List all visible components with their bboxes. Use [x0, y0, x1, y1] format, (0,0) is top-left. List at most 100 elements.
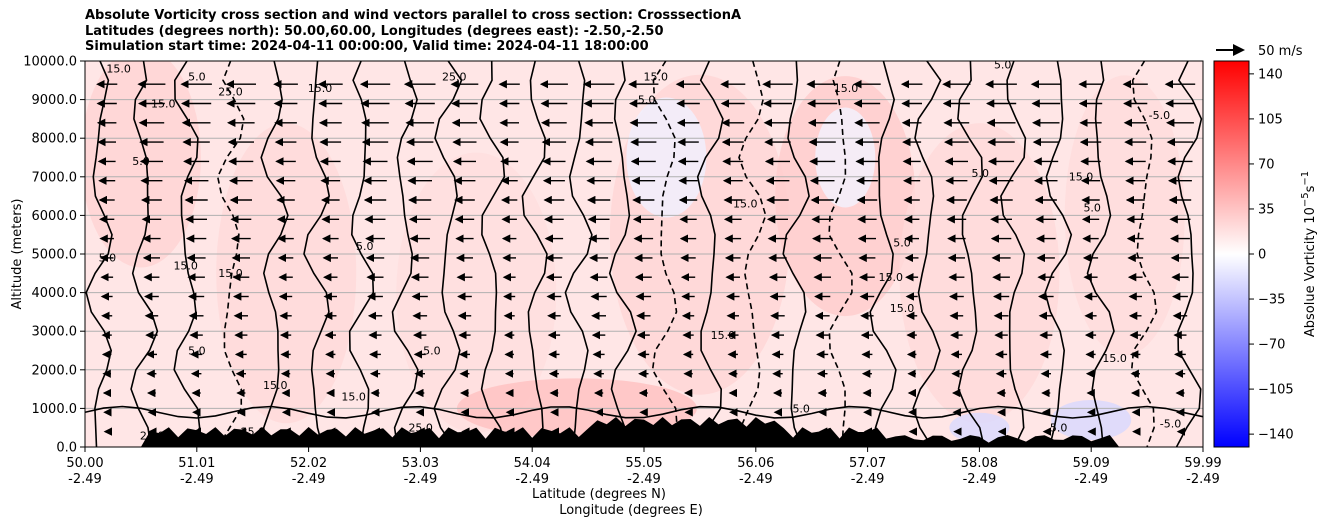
contour-label: 15.0	[308, 82, 333, 95]
y-tick-label: 9000.0	[32, 93, 78, 108]
contour-label: 25.0	[241, 425, 266, 438]
x-tick-label-lon: -2.49	[515, 472, 549, 487]
colorbar-tick-label: 35	[1258, 202, 1275, 217]
y-tick-label: 1000.0	[32, 402, 78, 417]
contour-line	[479, 61, 506, 447]
x-tick-label-lat: 52.02	[290, 456, 327, 471]
colorbar	[1213, 60, 1250, 448]
contour-label: 5.0	[356, 240, 374, 253]
y-axis-label: Altitude (meters)	[10, 199, 25, 310]
contour-label: -5.0	[1149, 109, 1170, 122]
x-tick-label-lat: 51.01	[178, 456, 215, 471]
contour-label: 5.0	[1050, 422, 1068, 435]
contour-label: 25.0	[218, 86, 243, 99]
contour-label: -5.0	[634, 94, 655, 107]
y-tick-label: 10000.0	[23, 55, 77, 70]
colorbar-tick-label: 0	[1258, 248, 1266, 263]
contour-line	[1130, 61, 1158, 447]
contour-line	[85, 405, 1203, 419]
contour-line	[1175, 61, 1203, 447]
x-axis-label-longitude: Longitude (degrees E)	[559, 503, 703, 518]
x-tick-label-lat: 50.00	[66, 456, 103, 471]
x-tick-label-lat: 54.04	[514, 456, 551, 471]
field-patch	[1051, 399, 1132, 440]
contour-line	[130, 61, 159, 447]
contour-label: 5.0	[99, 252, 117, 265]
contour-label: 15.0	[890, 302, 915, 315]
quiver-key-label: 50 m/s	[1258, 44, 1303, 59]
contour-line	[957, 61, 985, 447]
contour-line	[1044, 61, 1073, 447]
vorticity-field	[85, 61, 1203, 447]
colorbar-tick-label: 70	[1258, 157, 1275, 172]
contour-label: 15.0	[644, 70, 669, 83]
y-tick-label: 2000.0	[32, 363, 78, 378]
x-tick-label-lon: -2.49	[180, 472, 214, 487]
colorbar-tick-label: 105	[1258, 112, 1283, 127]
contour-line	[1086, 61, 1115, 447]
x-tick-label-lon: -2.49	[1074, 472, 1108, 487]
colorbar-tick-label: −105	[1258, 383, 1294, 398]
contour-label: 25.0	[442, 70, 467, 83]
contour-label: 15.0	[834, 82, 859, 95]
vorticity-contours	[85, 61, 1203, 447]
x-tick-label-lat: 59.09	[1073, 456, 1110, 471]
contour-label: 15.0	[879, 271, 904, 284]
contour-labels: 15.0 15.0 25.0 15.0 25.0 15.0 5.0 5.0 5.0 15.0 15.…	[99, 59, 1182, 443]
x-tick-label-lon: -2.49	[627, 472, 661, 487]
contour-label: 15.0	[218, 267, 243, 280]
contour-label: 15.0	[173, 259, 198, 272]
x-axis: 50.00-2.4951.01-2.4952.02-2.4953.03-2.49…	[66, 447, 1222, 487]
title-line-2: Latitudes (degrees north): 50.00,60.00, …	[85, 23, 664, 39]
x-tick-label-lon: -2.49	[739, 472, 773, 487]
contour-label: 5.0	[423, 344, 441, 357]
contour-label: 5.0	[1083, 202, 1101, 215]
contour-line	[608, 61, 637, 447]
x-tick-label-lon: -2.49	[963, 472, 997, 487]
colorbar-ticks: 140 105 70 35 0 −35 −70 −105 −140	[1249, 67, 1294, 443]
y-tick-label: 8000.0	[32, 132, 78, 147]
contour-label: 5.0	[188, 344, 206, 357]
contour-line	[433, 61, 463, 447]
title-line-3: Simulation start time: 2024-04-11 00:00:…	[85, 39, 649, 54]
x-tick-label-lat: 55.05	[625, 456, 662, 471]
terrain-profile	[85, 417, 1203, 447]
y-tick-label: 6000.0	[32, 209, 78, 224]
x-tick-label-lon: -2.49	[68, 472, 102, 487]
contour-label: 15.0	[263, 379, 288, 392]
x-axis-label-latitude: Latitude (degrees N)	[532, 487, 666, 502]
contour-label: 5.0	[132, 155, 150, 168]
contour-label: 5.0	[792, 402, 810, 415]
contour-line	[173, 61, 201, 447]
contour-line	[869, 61, 897, 447]
contour-label: 15.0	[341, 391, 366, 404]
terrain	[85, 417, 1203, 447]
contour-line	[303, 61, 331, 447]
colorbar-label: Absolue Vorticity 10−5s−1	[1300, 171, 1318, 337]
chart-title: Absolute Vorticity cross section and win…	[85, 8, 741, 55]
y-tick-label: 3000.0	[32, 325, 78, 340]
contour-line	[1000, 61, 1027, 447]
colorbar-tick-label: 140	[1258, 67, 1283, 82]
y-tick-label: 4000.0	[32, 286, 78, 301]
x-tick-label-lon: -2.49	[851, 472, 885, 487]
colorbar-tick-label: −35	[1258, 293, 1285, 308]
y-axis: 0.0 1000.0 2000.0 3000.0 4000.0 5000.0 6000.0 7…	[23, 55, 85, 456]
contour-label: 5.0	[994, 59, 1012, 72]
field-patch	[626, 97, 707, 218]
contour-label: 5.0	[972, 167, 990, 180]
x-tick-label-lat: 57.07	[849, 456, 886, 471]
x-tick-label-lat: 58.08	[961, 456, 998, 471]
contour-line	[828, 61, 853, 447]
contour-label: 15.0	[1069, 171, 1094, 184]
contour-label: 15.0	[1102, 352, 1127, 365]
contour-line	[782, 61, 810, 447]
contour-label: 25.0	[408, 422, 433, 435]
contour-label: 15.0	[151, 97, 176, 110]
x-tick-label-lat: 59.99	[1184, 456, 1221, 471]
y-tick-label: 0.0	[56, 441, 77, 456]
y-tick-label: 5000.0	[32, 248, 78, 263]
x-tick-label-lat: 53.03	[402, 456, 439, 471]
contour-label: 15.0	[733, 198, 758, 211]
